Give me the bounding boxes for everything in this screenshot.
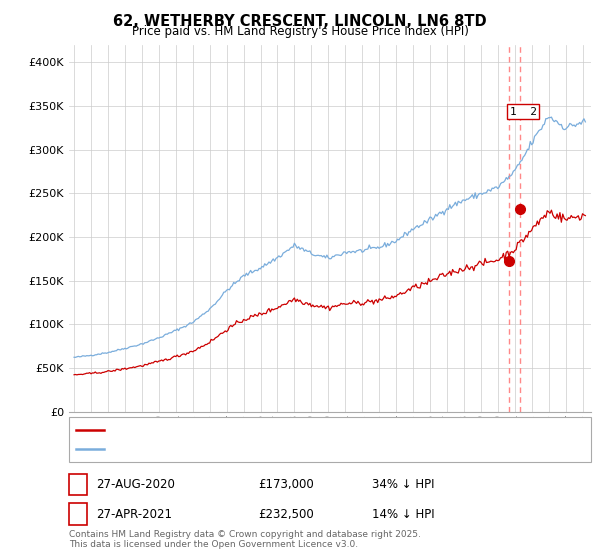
Text: £173,000: £173,000 xyxy=(258,478,314,491)
Text: This data is licensed under the Open Government Licence v3.0.: This data is licensed under the Open Gov… xyxy=(69,540,358,549)
Text: 2: 2 xyxy=(74,507,82,521)
Text: 62, WETHERBY CRESCENT, LINCOLN, LN6 8TD: 62, WETHERBY CRESCENT, LINCOLN, LN6 8TD xyxy=(113,14,487,29)
Text: 27-AUG-2020: 27-AUG-2020 xyxy=(96,478,175,491)
Text: 1  2: 1 2 xyxy=(509,106,536,116)
Text: 14% ↓ HPI: 14% ↓ HPI xyxy=(372,507,434,521)
Text: 62, WETHERBY CRESCENT, LINCOLN, LN6 8TD (detached house): 62, WETHERBY CRESCENT, LINCOLN, LN6 8TD … xyxy=(108,424,459,435)
Text: 1: 1 xyxy=(74,478,82,491)
Text: HPI: Average price, detached house, North Kesteven: HPI: Average price, detached house, Nort… xyxy=(108,445,395,455)
Text: 27-APR-2021: 27-APR-2021 xyxy=(96,507,172,521)
Text: Price paid vs. HM Land Registry's House Price Index (HPI): Price paid vs. HM Land Registry's House … xyxy=(131,25,469,38)
Text: £232,500: £232,500 xyxy=(258,507,314,521)
Text: 34% ↓ HPI: 34% ↓ HPI xyxy=(372,478,434,491)
Text: Contains HM Land Registry data © Crown copyright and database right 2025.: Contains HM Land Registry data © Crown c… xyxy=(69,530,421,539)
